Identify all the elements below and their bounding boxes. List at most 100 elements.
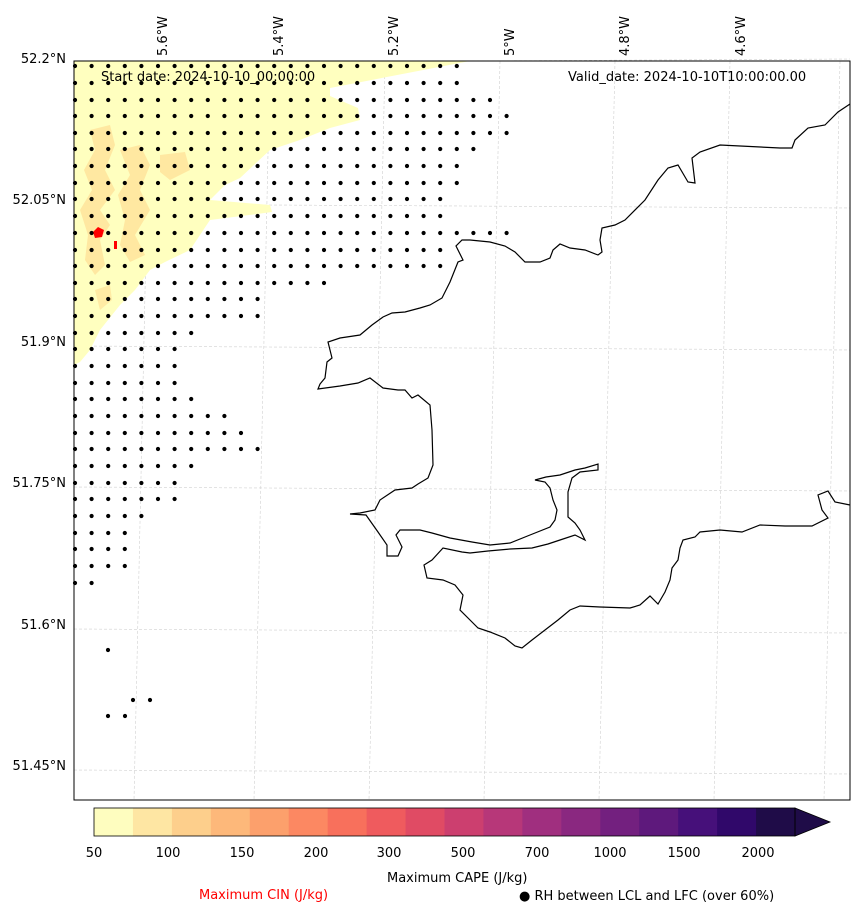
rh-dot — [205, 97, 210, 103]
colorbar-tick: 500 — [450, 846, 476, 861]
rh-dot — [388, 230, 393, 236]
rh-dot — [155, 346, 161, 352]
rh-dot — [89, 63, 94, 69]
rh-dot — [222, 97, 227, 103]
rh-dot — [487, 113, 493, 119]
colorbar-tick: 1500 — [667, 846, 701, 861]
rh-dot — [272, 113, 277, 119]
rh-dot — [139, 313, 144, 319]
rh-dot — [421, 247, 426, 253]
lat-label: 51.45°N — [12, 759, 66, 774]
rh-dot — [106, 63, 111, 69]
rh-dot — [272, 263, 277, 269]
rh-dot — [454, 163, 459, 169]
rh-dot — [238, 63, 244, 69]
rh-dot — [255, 130, 260, 136]
rh-dot — [139, 363, 144, 369]
rh-dot — [222, 230, 227, 236]
rh-dot — [404, 180, 410, 186]
rh-dot — [122, 196, 127, 202]
rh-dot — [255, 180, 260, 186]
rh-dot — [122, 280, 127, 286]
colorbar-segment — [717, 808, 757, 836]
rh-dot — [487, 130, 493, 136]
rh-dot — [404, 63, 410, 69]
rh-dot — [454, 80, 459, 86]
rh-dot — [222, 313, 227, 319]
rh-dot — [205, 146, 210, 152]
lat-label: 51.9°N — [20, 335, 66, 350]
rh-dot — [238, 296, 244, 302]
rh-dot — [155, 180, 161, 186]
lon-label: 4.6°W — [734, 15, 749, 56]
rh-dot — [122, 113, 127, 119]
coastline-north — [317, 103, 851, 649]
lon-label: 5.4°W — [272, 15, 287, 56]
rh-dot — [238, 80, 244, 86]
rh-dot — [106, 463, 111, 469]
rh-dot — [205, 296, 210, 302]
rh-dot — [338, 113, 343, 119]
rh-dot — [321, 263, 327, 269]
rh-dot — [454, 113, 459, 119]
rh-dot — [222, 263, 227, 269]
rh-dot — [172, 80, 177, 86]
rh-dot — [155, 163, 161, 169]
cin-field — [93, 227, 117, 249]
rh-dot — [222, 446, 227, 452]
rh-dot — [371, 63, 376, 69]
rh-dot — [338, 163, 343, 169]
lat-gridline — [73, 58, 851, 64]
rh-dot — [421, 196, 426, 202]
rh-dot — [288, 80, 293, 86]
rh-dot — [388, 80, 393, 86]
rh-dot — [305, 80, 310, 86]
rh-dot — [172, 330, 177, 336]
rh-dot — [238, 196, 244, 202]
rh-dot — [89, 446, 94, 452]
rh-dot — [147, 697, 153, 703]
rh-dot — [130, 697, 136, 703]
rh-dot — [122, 413, 127, 419]
rh-dot — [371, 130, 376, 136]
rh-dot — [106, 263, 111, 269]
rh-dot — [155, 330, 161, 336]
rh-dot — [338, 63, 343, 69]
rh-dot — [139, 247, 144, 253]
rh-dot — [139, 180, 144, 186]
rh-dot — [288, 113, 293, 119]
rh-dot — [189, 330, 194, 336]
rh-dot — [305, 146, 310, 152]
map-frame — [73, 60, 851, 801]
rh-dot — [89, 296, 94, 302]
colorbar-segment — [444, 808, 484, 836]
rh-dot — [238, 130, 244, 136]
rh-dot — [139, 97, 144, 103]
rh-dot — [305, 97, 310, 103]
rh-dot — [272, 97, 277, 103]
rh-dot — [438, 263, 443, 269]
colorbar-segment — [327, 808, 368, 836]
rh-dot — [189, 247, 194, 253]
rh-dot — [454, 230, 459, 236]
rh-dot — [122, 263, 127, 269]
lat-gridline — [73, 203, 851, 209]
colorbar-extend-arrow — [794, 807, 832, 837]
rh-dot — [155, 396, 161, 402]
rh-dot — [139, 413, 144, 419]
rh-dot — [388, 247, 393, 253]
colorbar-tick: 700 — [524, 846, 550, 861]
rh-dot — [321, 80, 327, 86]
lon-label: 5.6°W — [156, 15, 171, 56]
lat-label: 51.75°N — [12, 476, 66, 491]
start-date-label: Start date: 2024-10-10_00:00:00 — [101, 70, 316, 85]
rh-dot — [305, 263, 310, 269]
rh-dot — [305, 196, 310, 202]
rh-dot — [222, 430, 227, 436]
lon-label: 5°W — [503, 28, 518, 56]
rh-dot — [106, 230, 111, 236]
rh-dot — [255, 280, 260, 286]
rh-legend-label: RH between LCL and LFC (over 60%) — [534, 889, 775, 904]
rh-dot — [272, 146, 277, 152]
rh-dot — [421, 130, 426, 136]
